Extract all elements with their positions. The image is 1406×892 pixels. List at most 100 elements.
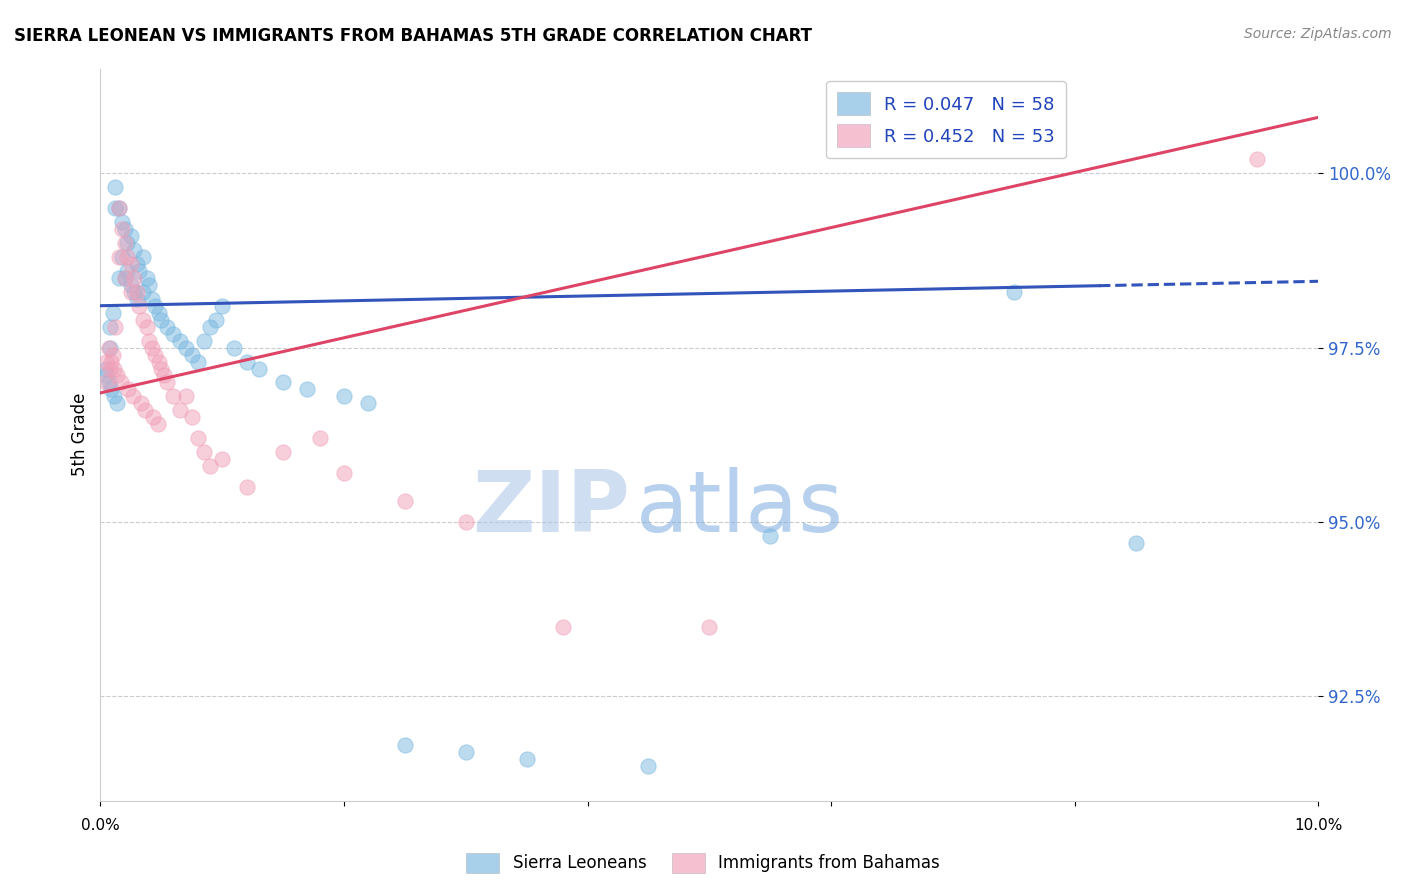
Text: SIERRA LEONEAN VS IMMIGRANTS FROM BAHAMAS 5TH GRADE CORRELATION CHART: SIERRA LEONEAN VS IMMIGRANTS FROM BAHAMA… — [14, 27, 813, 45]
Point — [150, 312, 173, 326]
Point — [117, 383, 139, 397]
Point — [454, 745, 477, 759]
Point — [271, 376, 294, 390]
Point — [143, 299, 166, 313]
Point — [394, 494, 416, 508]
Point — [297, 383, 319, 397]
Point — [115, 235, 138, 250]
Point — [162, 389, 184, 403]
Point — [308, 431, 330, 445]
Text: ZIP: ZIP — [472, 467, 630, 549]
Point — [96, 368, 118, 383]
Point — [114, 235, 136, 250]
Point — [111, 222, 134, 236]
Point — [120, 257, 142, 271]
Point — [235, 480, 257, 494]
Point — [516, 752, 538, 766]
Point — [357, 396, 380, 410]
Point — [96, 376, 118, 390]
Point — [143, 347, 166, 361]
Point — [180, 347, 202, 361]
Point — [98, 361, 121, 376]
Point — [174, 389, 197, 403]
Point — [120, 229, 142, 244]
Point — [132, 250, 155, 264]
Point — [101, 306, 124, 320]
Point — [205, 312, 228, 326]
Point — [124, 270, 146, 285]
Point — [1125, 536, 1147, 550]
Point — [115, 264, 138, 278]
Point — [193, 334, 215, 348]
Point — [142, 410, 165, 425]
Point — [125, 292, 148, 306]
Point — [224, 341, 246, 355]
Point — [138, 277, 160, 292]
Y-axis label: 5th Grade: 5th Grade — [72, 393, 89, 476]
Point — [333, 466, 356, 480]
Point — [96, 361, 118, 376]
Point — [193, 445, 215, 459]
Point — [141, 341, 163, 355]
Point — [637, 759, 659, 773]
Point — [98, 341, 121, 355]
Point — [114, 270, 136, 285]
Point — [1246, 152, 1268, 166]
Point — [111, 215, 134, 229]
Point — [235, 354, 257, 368]
Point — [138, 334, 160, 348]
Point — [169, 403, 191, 417]
Point — [759, 529, 782, 543]
Point — [135, 319, 157, 334]
Point — [187, 431, 209, 445]
Point — [103, 361, 125, 376]
Point — [174, 341, 197, 355]
Point — [141, 292, 163, 306]
Point — [187, 354, 209, 368]
Point — [104, 180, 127, 194]
Point — [100, 354, 122, 368]
Point — [120, 277, 142, 292]
Point — [107, 201, 129, 215]
Point — [104, 319, 127, 334]
Legend: R = 0.047   N = 58, R = 0.452   N = 53: R = 0.047 N = 58, R = 0.452 N = 53 — [827, 81, 1066, 158]
Point — [135, 270, 157, 285]
Point — [132, 312, 155, 326]
Point — [150, 361, 173, 376]
Point — [122, 389, 145, 403]
Point — [114, 222, 136, 236]
Point — [247, 361, 270, 376]
Point — [124, 243, 146, 257]
Point — [101, 347, 124, 361]
Legend: Sierra Leoneans, Immigrants from Bahamas: Sierra Leoneans, Immigrants from Bahamas — [460, 847, 946, 880]
Point — [148, 306, 170, 320]
Point — [180, 410, 202, 425]
Point — [124, 285, 146, 299]
Point — [114, 270, 136, 285]
Point — [104, 201, 127, 215]
Point — [129, 396, 152, 410]
Point — [132, 285, 155, 299]
Point — [198, 459, 221, 474]
Point — [333, 389, 356, 403]
Point — [96, 354, 118, 368]
Point — [107, 250, 129, 264]
Point — [120, 285, 142, 299]
Point — [146, 417, 169, 432]
Point — [125, 285, 148, 299]
Point — [198, 319, 221, 334]
Point — [394, 738, 416, 752]
Point — [697, 620, 720, 634]
Point — [454, 515, 477, 529]
Point — [156, 319, 179, 334]
Point — [271, 445, 294, 459]
Point — [134, 403, 156, 417]
Point — [211, 452, 233, 467]
Point — [107, 368, 129, 383]
Point — [128, 264, 150, 278]
Point — [115, 250, 138, 264]
Text: 0.0%: 0.0% — [82, 819, 120, 833]
Point — [125, 257, 148, 271]
Point — [211, 299, 233, 313]
Text: 10.0%: 10.0% — [1294, 819, 1343, 833]
